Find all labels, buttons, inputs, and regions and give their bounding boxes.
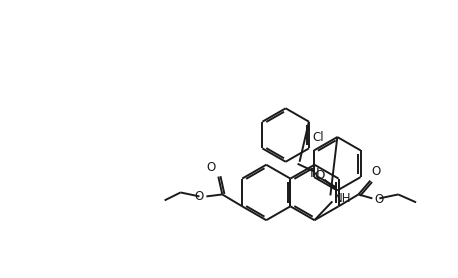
Text: O: O (371, 165, 381, 178)
Text: O: O (194, 190, 203, 203)
Text: N: N (310, 167, 319, 180)
Text: NH: NH (334, 192, 352, 205)
Text: O: O (374, 193, 384, 206)
Text: Cl: Cl (312, 131, 323, 145)
Text: O: O (314, 169, 325, 182)
Text: O: O (206, 161, 215, 174)
